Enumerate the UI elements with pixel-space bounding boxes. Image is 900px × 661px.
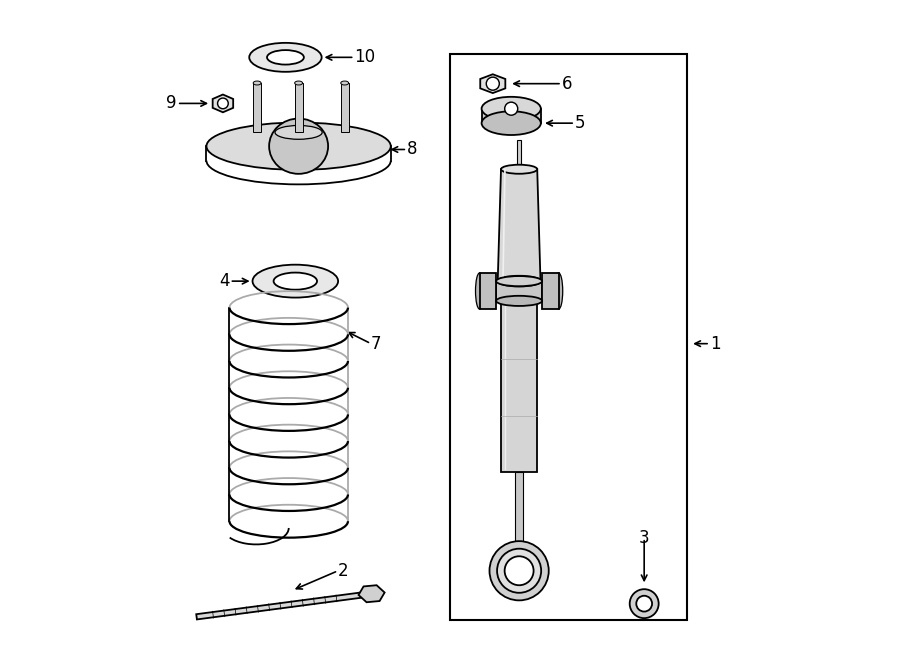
Polygon shape xyxy=(212,95,233,112)
Bar xyxy=(450,54,687,620)
Bar xyxy=(294,83,302,132)
Circle shape xyxy=(636,596,652,611)
Ellipse shape xyxy=(475,273,483,309)
Ellipse shape xyxy=(554,273,562,309)
Circle shape xyxy=(497,549,541,593)
Ellipse shape xyxy=(501,165,537,174)
Ellipse shape xyxy=(496,276,542,286)
Bar xyxy=(515,472,523,551)
Text: 4: 4 xyxy=(219,272,230,290)
Text: 7: 7 xyxy=(371,334,382,353)
Ellipse shape xyxy=(482,97,541,120)
Ellipse shape xyxy=(253,264,338,297)
Ellipse shape xyxy=(274,272,317,290)
Bar xyxy=(341,83,348,132)
Polygon shape xyxy=(498,169,541,281)
Circle shape xyxy=(486,77,500,90)
Bar xyxy=(542,273,559,309)
Ellipse shape xyxy=(253,81,261,85)
Ellipse shape xyxy=(275,126,322,139)
Bar xyxy=(480,273,496,309)
Circle shape xyxy=(218,98,229,109)
Ellipse shape xyxy=(496,296,542,306)
Ellipse shape xyxy=(267,50,304,65)
Text: 8: 8 xyxy=(407,141,418,159)
Text: 10: 10 xyxy=(355,48,375,66)
Text: 5: 5 xyxy=(575,114,586,132)
Ellipse shape xyxy=(269,118,328,174)
Circle shape xyxy=(490,541,549,600)
Bar xyxy=(253,83,261,132)
Bar xyxy=(517,139,521,169)
Bar xyxy=(482,108,541,123)
Text: 1: 1 xyxy=(710,334,721,353)
Ellipse shape xyxy=(341,81,348,85)
Circle shape xyxy=(505,102,518,115)
Text: 2: 2 xyxy=(338,562,348,580)
Text: 9: 9 xyxy=(166,95,176,112)
Bar xyxy=(501,301,537,472)
Bar xyxy=(496,281,542,301)
Polygon shape xyxy=(481,74,505,93)
Ellipse shape xyxy=(206,122,391,170)
Circle shape xyxy=(630,589,659,618)
Text: 6: 6 xyxy=(562,75,572,93)
Ellipse shape xyxy=(498,276,541,286)
Polygon shape xyxy=(196,592,362,619)
Circle shape xyxy=(505,557,534,585)
Text: 3: 3 xyxy=(639,529,650,547)
Polygon shape xyxy=(358,585,384,602)
Ellipse shape xyxy=(249,43,321,72)
Ellipse shape xyxy=(482,111,541,135)
Ellipse shape xyxy=(294,81,302,85)
